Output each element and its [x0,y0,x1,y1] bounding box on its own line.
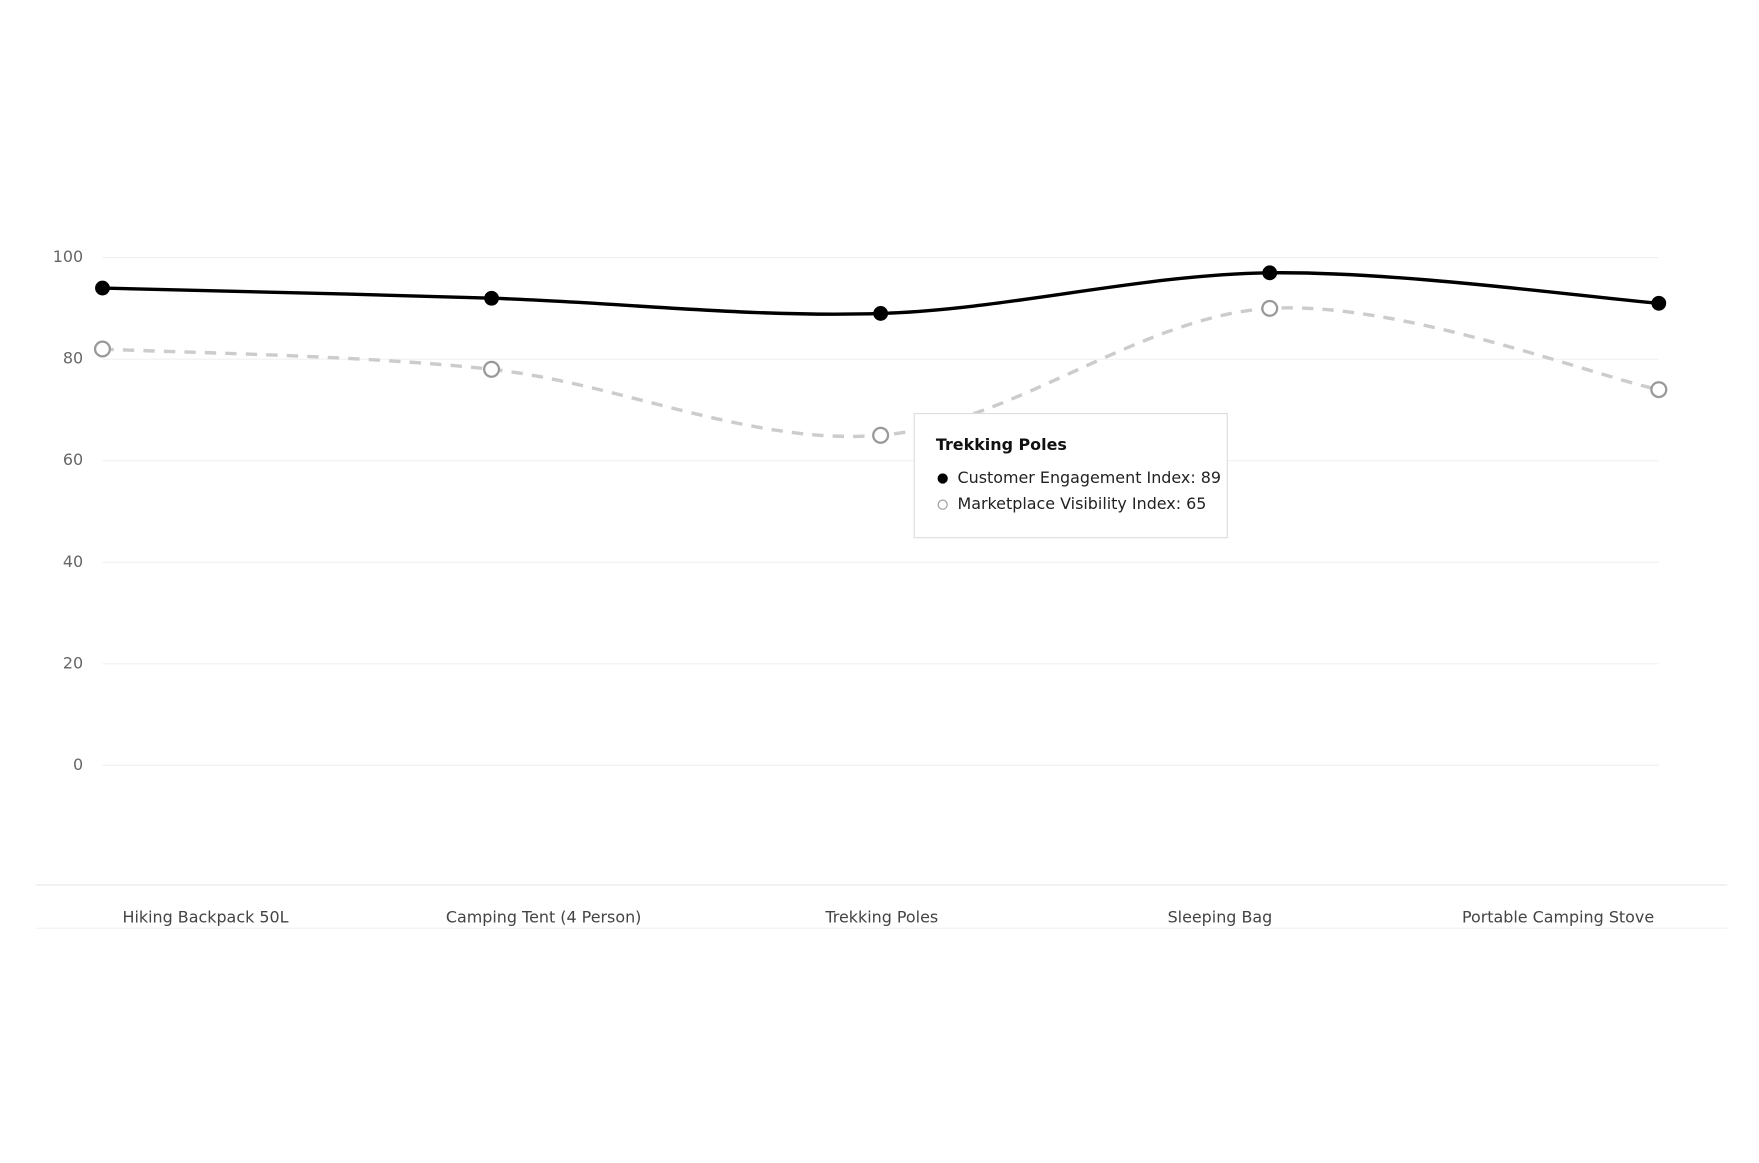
data-point [95,280,110,296]
y-tick-label: 80 [63,349,83,368]
data-point [1262,265,1278,281]
y-tick-label: 100 [53,247,83,266]
x-tick-label: Camping Tent (4 Person) [446,907,642,926]
tooltip-box [913,413,1228,539]
x-tick-label: Portable Camping Stove [1462,907,1654,926]
tooltip-marker [937,473,948,484]
data-point [872,426,890,444]
x-tick-label: Hiking Backpack 50L [123,907,289,926]
data-point [1650,381,1668,399]
y-tick-label: 0 [73,755,83,774]
tooltip-title: Trekking Poles [936,435,1067,454]
data-point [93,340,112,358]
data-point [483,360,501,378]
x-tick-label: Trekking Poles [824,907,938,926]
tooltip-line: Marketplace Visibility Index: 65 [957,494,1206,513]
y-tick-label: 20 [63,653,83,672]
data-point [484,290,499,306]
data-point [1261,299,1279,317]
series-line [102,306,1660,439]
x-tick-label: Sleeping Bag [1168,907,1273,926]
y-tick-label: 60 [63,450,83,469]
tooltip-line: Customer Engagement Index: 89 [957,468,1221,487]
tooltip: Trekking Poles Customer Engagement Index:… [913,413,1228,539]
data-point [1651,295,1667,311]
data-point [873,306,889,321]
y-tick-label: 40 [63,552,83,571]
tooltip-marker [937,499,948,510]
